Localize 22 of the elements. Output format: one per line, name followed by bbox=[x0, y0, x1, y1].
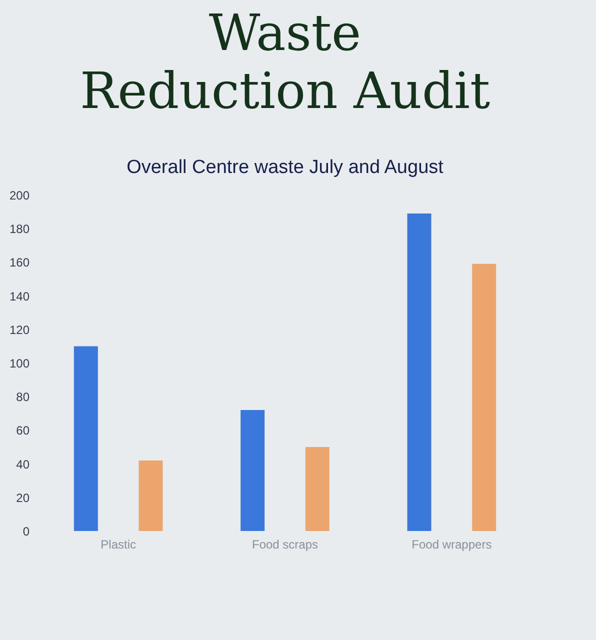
bar bbox=[407, 213, 432, 531]
chart-subtitle: Overall Centre waste July and August bbox=[126, 157, 444, 178]
bar bbox=[74, 346, 98, 531]
y-tick-label: 120 bbox=[9, 322, 30, 337]
y-tick-label: 40 bbox=[16, 457, 30, 472]
y-tick-label: 140 bbox=[9, 289, 30, 304]
x-tick-label: Plastic bbox=[100, 538, 136, 552]
y-tick-label: 0 bbox=[22, 524, 30, 538]
y-tick-label: 160 bbox=[9, 256, 30, 270]
x-tick-label: Food scraps bbox=[252, 538, 318, 552]
y-tick-label: 100 bbox=[9, 356, 30, 370]
bar bbox=[138, 460, 163, 531]
y-tick-label: 80 bbox=[16, 390, 30, 404]
y-tick-label: 60 bbox=[16, 424, 30, 438]
y-tick-label: 20 bbox=[16, 490, 30, 505]
y-tick-label: 180 bbox=[9, 222, 30, 236]
y-tick-label: 200 bbox=[9, 188, 30, 202]
bar bbox=[472, 264, 496, 531]
chart-title: Waste Reduction Audit bbox=[80, 4, 490, 120]
bar bbox=[305, 447, 330, 531]
bar bbox=[240, 410, 265, 531]
x-tick-label: Food wrappers bbox=[412, 538, 492, 552]
